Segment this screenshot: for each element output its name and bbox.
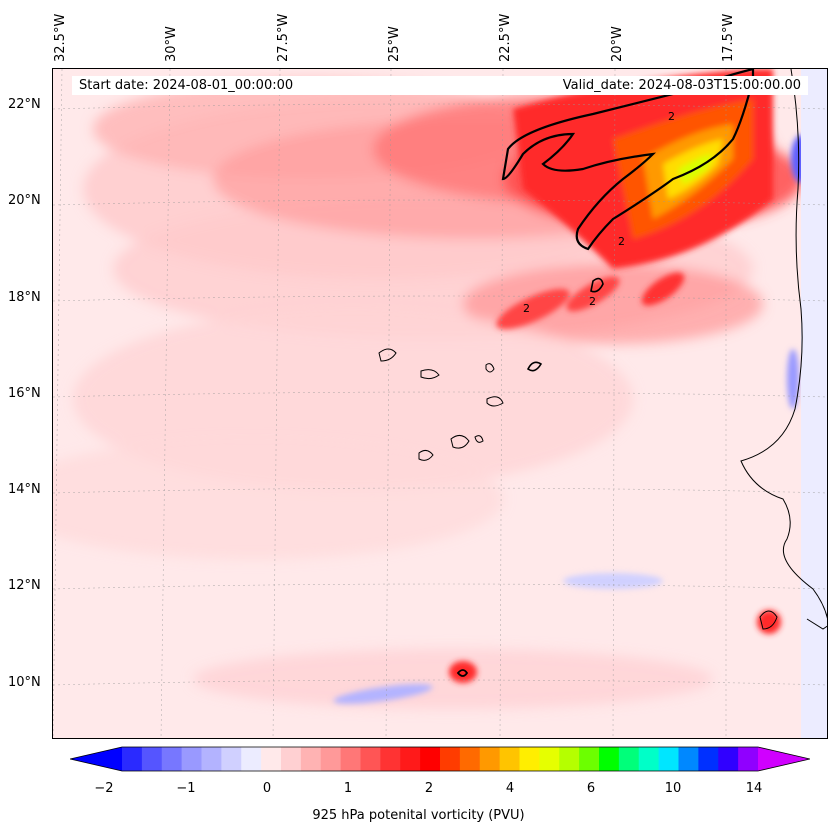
colorbar-tick-neg2: −2 — [94, 781, 114, 796]
colorbar-tick-neg1: −1 — [176, 781, 196, 796]
colorbar-tick-1: 1 — [343, 781, 353, 796]
colorbar-cell — [479, 747, 501, 771]
colorbar-cell — [420, 747, 441, 771]
colorbar-tick-6: 6 — [586, 781, 596, 796]
colorbar-cell — [539, 747, 560, 771]
colorbar-cell — [161, 747, 183, 771]
colorbar-cell — [559, 747, 580, 771]
colorbar-cell — [300, 747, 322, 771]
colorbar-cell — [658, 747, 679, 771]
lon-label-17-5w: 17.5°W — [721, 13, 736, 62]
colorbar-tick-10: 10 — [664, 781, 682, 796]
colorbar-cell — [380, 747, 401, 771]
colorbar-cell — [459, 747, 481, 771]
contour-label-2: 2 — [618, 235, 625, 248]
lat-label-18n: 18°N — [8, 290, 41, 305]
colorbar-cell — [201, 747, 222, 771]
colorbar-tick-2: 2 — [424, 781, 434, 796]
colorbar-cell — [499, 747, 520, 771]
lon-label-22-5w: 22.5°W — [498, 13, 513, 62]
colorbar — [70, 746, 810, 772]
lat-label-14n: 14°N — [8, 482, 41, 497]
colorbar-cell — [320, 747, 342, 771]
colorbar-label: 925 hPa potenital vorticity (PVU) — [312, 808, 525, 823]
gridlines — [53, 69, 827, 738]
lon-label-27-5w: 27.5°W — [276, 13, 291, 62]
lat-label-10n: 10°N — [8, 675, 41, 690]
pv-shading — [53, 69, 827, 738]
contour-label-4: 2 — [589, 295, 596, 308]
colorbar-cell — [141, 747, 163, 771]
colorbar-cell — [400, 747, 421, 771]
colorbar-cell — [241, 747, 262, 771]
colorbar-tick-14: 14 — [745, 781, 763, 796]
colorbar-extend-low — [70, 747, 122, 771]
valid-date-text: Valid_date: 2024-08-03T15:00:00.00 — [562, 78, 801, 93]
colorbar-cell — [718, 747, 739, 771]
contour-labels: 2 2 2 2 — [523, 110, 675, 315]
lon-label-32-5w: 32.5°W — [53, 13, 68, 62]
colorbar-cell — [678, 747, 699, 771]
lon-label-30w: 30°W — [164, 26, 179, 62]
lon-label-20w: 20°W — [610, 26, 625, 62]
lat-label-12n: 12°N — [8, 578, 41, 593]
lat-label-22n: 22°N — [8, 97, 41, 112]
colorbar-tick-4: 4 — [505, 781, 515, 796]
colorbar-cells — [70, 746, 810, 772]
colorbar-cell — [221, 747, 242, 771]
map-panel: 2 2 2 2 — [52, 68, 828, 739]
colorbar-cell — [181, 747, 202, 771]
lon-label-25w: 25°W — [387, 26, 402, 62]
colorbar-tick-0: 0 — [262, 781, 272, 796]
colorbar-cell — [618, 747, 640, 771]
pv-field-map: 2 2 2 2 — [53, 69, 827, 738]
start-date-text: Start date: 2024-08-01_00:00:00 — [79, 78, 294, 93]
colorbar-cell — [698, 747, 719, 771]
colorbar-cell — [579, 747, 600, 771]
colorbar-cell — [738, 747, 759, 771]
lat-label-16n: 16°N — [8, 386, 41, 401]
colorbar-cell — [122, 747, 143, 771]
colorbar-cell — [360, 747, 381, 771]
colorbar-outline — [70, 746, 810, 772]
colorbar-extend-high — [758, 747, 810, 771]
coastlines — [378, 69, 827, 630]
colorbar-cell — [261, 747, 282, 771]
colorbar-cell — [440, 747, 461, 771]
date-info-bar — [72, 76, 808, 95]
contour-label-3: 2 — [523, 302, 530, 315]
colorbar-cell — [599, 747, 620, 771]
colorbar-cell — [340, 747, 361, 771]
lat-label-20n: 20°N — [8, 193, 41, 208]
colorbar-cell — [281, 747, 302, 771]
contour-label-1: 2 — [668, 110, 675, 123]
colorbar-cell — [638, 747, 660, 771]
colorbar-cell — [519, 747, 540, 771]
